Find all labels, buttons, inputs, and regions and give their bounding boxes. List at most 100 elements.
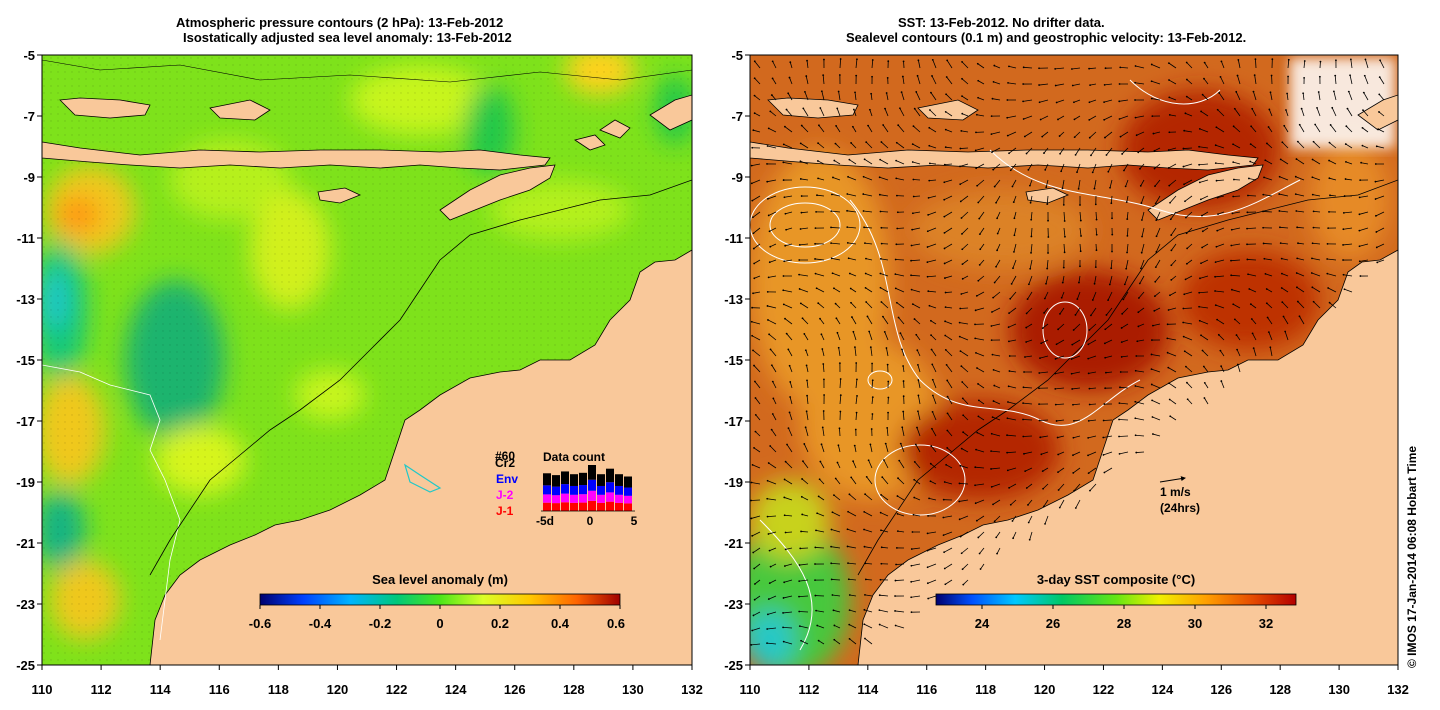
velocity-arrow-head <box>1328 159 1330 162</box>
velocity-arrow-head <box>1134 434 1137 437</box>
velocity-arrow-head <box>784 244 787 247</box>
velocity-arrow-head <box>766 305 769 307</box>
velocity-arrow-head <box>752 216 754 219</box>
velocity-arrow <box>769 259 777 263</box>
velocity-arrow-head <box>1007 81 1009 84</box>
velocity-arrow <box>799 274 809 277</box>
velocity-arrow-head <box>852 460 855 463</box>
velocity-arrow-head <box>911 228 914 231</box>
velocity-arrow <box>962 414 969 421</box>
velocity-arrow-head <box>1071 68 1073 70</box>
velocity-arrow-head <box>1071 343 1074 346</box>
velocity-arrow <box>1169 195 1177 204</box>
velocity-arrow-head <box>833 287 835 290</box>
velocity-arrow-head <box>912 195 915 198</box>
velocity-arrow <box>754 78 761 85</box>
velocity-arrow <box>1199 163 1209 166</box>
velocity-arrow-head <box>1047 236 1050 238</box>
velocity-arrow <box>1185 275 1193 280</box>
velocity-arrow-head <box>1071 388 1074 390</box>
velocity-arrow <box>1075 307 1081 316</box>
velocity-arrow-head <box>1269 91 1272 94</box>
velocity-arrow <box>1039 99 1049 103</box>
velocity-arrow-head <box>910 611 913 614</box>
velocity-arrow-head <box>1167 62 1170 65</box>
velocity-arrow <box>833 609 841 613</box>
velocity-arrow-head <box>1265 288 1268 290</box>
velocity-arrow <box>944 259 953 264</box>
velocity-arrow-head <box>1038 67 1040 70</box>
velocity-arrow <box>753 259 761 264</box>
velocity-arrow-head <box>883 459 885 461</box>
velocity-arrow <box>1362 127 1369 133</box>
velocity-arrow-head <box>958 518 961 521</box>
velocity-arrow <box>932 395 937 405</box>
velocity-arrow-head <box>1134 81 1137 84</box>
velocity-arrow-head <box>848 272 851 275</box>
velocity-arrow <box>1199 128 1209 133</box>
x-tick-label: 130 <box>622 682 644 697</box>
velocity-arrow-head <box>870 428 873 430</box>
velocity-arrow-head <box>800 639 802 642</box>
velocity-arrow <box>866 476 873 485</box>
velocity-arrow-head <box>1186 381 1188 384</box>
velocity-arrow-head <box>1167 149 1170 151</box>
velocity-arrow-head <box>830 242 833 245</box>
velocity-arrow <box>864 609 873 613</box>
velocity-arrow-head <box>885 92 888 94</box>
velocity-arrow-head <box>1168 184 1171 187</box>
data-count-bar-segment <box>579 472 587 486</box>
velocity-arrow <box>1312 242 1321 245</box>
velocity-arrow <box>1379 60 1385 69</box>
velocity-arrow-head <box>799 178 802 180</box>
velocity-arrow-head <box>1311 158 1314 161</box>
velocity-arrow-head <box>1285 109 1287 111</box>
velocity-arrow <box>850 142 857 149</box>
velocity-arrow-head <box>771 413 774 415</box>
velocity-arrow-head <box>798 564 801 566</box>
velocity-arrow <box>1010 499 1017 506</box>
velocity-arrow-head <box>960 217 963 219</box>
velocity-arrow-head <box>804 349 807 352</box>
velocity-arrow-head <box>1166 351 1169 354</box>
velocity-arrow <box>895 259 905 261</box>
velocity-arrow-head <box>1135 355 1138 357</box>
velocity-arrow-head <box>836 461 839 464</box>
velocity-arrow-head <box>1169 201 1171 204</box>
velocity-arrow-head <box>1141 235 1143 238</box>
velocity-arrow <box>752 464 761 469</box>
velocity-arrow <box>753 563 761 569</box>
velocity-arrow-head <box>847 578 850 581</box>
velocity-arrow <box>1232 143 1241 149</box>
velocity-arrow-head <box>896 211 899 214</box>
velocity-arrow <box>1251 108 1257 117</box>
velocity-arrow-head <box>800 124 803 127</box>
velocity-arrow-head <box>1359 275 1362 277</box>
velocity-arrow-head <box>1364 58 1367 61</box>
velocity-arrow-head <box>1110 267 1113 270</box>
velocity-arrow <box>818 640 825 645</box>
velocity-arrow <box>929 305 937 309</box>
velocity-arrow <box>992 416 1001 421</box>
velocity-arrow-head <box>990 485 993 488</box>
velocity-arrow-head <box>798 288 801 290</box>
velocity-arrow-head <box>961 77 963 80</box>
velocity-arrow <box>1312 194 1321 197</box>
velocity-arrow-head <box>996 232 999 235</box>
legend-axis-tick: 0 <box>587 514 594 528</box>
velocity-arrow-head <box>899 332 902 334</box>
velocity-arrow <box>1345 161 1353 165</box>
velocity-arrow <box>1135 370 1145 373</box>
velocity-arrow <box>1359 243 1369 247</box>
velocity-arrow <box>786 444 793 453</box>
velocity-arrow-head <box>1362 109 1364 112</box>
velocity-arrow-head <box>895 141 898 144</box>
velocity-arrow-head <box>960 552 963 555</box>
velocity-arrow-head <box>1074 314 1077 316</box>
velocity-arrow <box>932 411 937 421</box>
velocity-arrow-head <box>1198 163 1201 166</box>
velocity-arrow-head <box>1109 186 1111 189</box>
velocity-arrow <box>853 109 857 117</box>
velocity-arrow <box>975 337 985 341</box>
velocity-arrow <box>789 381 793 389</box>
